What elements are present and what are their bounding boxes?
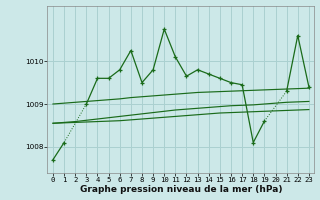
X-axis label: Graphe pression niveau de la mer (hPa): Graphe pression niveau de la mer (hPa) bbox=[80, 185, 282, 194]
